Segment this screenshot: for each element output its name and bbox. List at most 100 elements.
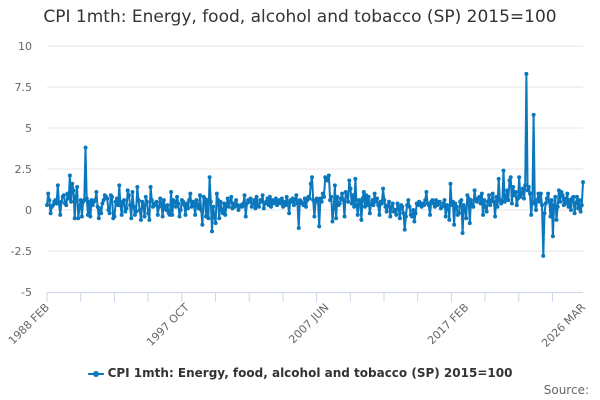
- data-point: [475, 199, 480, 204]
- data-point: [577, 198, 582, 203]
- data-point: [134, 209, 139, 214]
- data-point: [396, 206, 401, 211]
- data-point: [164, 208, 169, 212]
- data-point: [240, 204, 245, 209]
- data-point: [467, 221, 472, 226]
- data-point: [284, 194, 289, 199]
- data-point: [401, 211, 406, 216]
- data-point: [173, 204, 178, 209]
- x-tick-label: 2026 MAR: [539, 301, 588, 350]
- data-point: [123, 209, 128, 214]
- data-point: [406, 198, 411, 203]
- data-point: [397, 216, 402, 221]
- data-point: [144, 199, 149, 204]
- data-point: [461, 203, 466, 208]
- data-point: [177, 214, 182, 219]
- data-point: [308, 181, 313, 186]
- y-tick-label: 5: [25, 122, 32, 135]
- y-tick-label: 0: [25, 204, 32, 217]
- data-point: [259, 199, 264, 204]
- data-point: [99, 211, 104, 216]
- data-point: [434, 198, 439, 203]
- data-point: [507, 178, 512, 183]
- data-point: [532, 201, 537, 206]
- data-point: [465, 193, 470, 198]
- data-point: [353, 176, 358, 181]
- data-point: [287, 211, 292, 216]
- data-point: [426, 203, 431, 208]
- data-point: [546, 191, 551, 196]
- data-point: [159, 201, 164, 206]
- data-point: [194, 198, 199, 203]
- data-point: [487, 193, 492, 198]
- data-point: [72, 216, 77, 221]
- data-point: [219, 208, 224, 212]
- data-point: [349, 201, 354, 206]
- data-point: [484, 209, 489, 214]
- data-point: [524, 71, 529, 76]
- data-point: [365, 203, 370, 208]
- data-point: [75, 185, 80, 190]
- data-point: [131, 204, 136, 209]
- data-point: [212, 214, 217, 219]
- data-point: [509, 201, 514, 206]
- data-point: [154, 199, 159, 204]
- data-point: [552, 203, 557, 208]
- data-point: [387, 199, 392, 204]
- data-point: [376, 203, 381, 208]
- data-point: [188, 191, 193, 196]
- data-point: [341, 198, 346, 203]
- data-point: [250, 201, 255, 206]
- y-tick-label: -2.5: [11, 245, 32, 258]
- data-point: [200, 222, 205, 227]
- data-point: [366, 194, 371, 199]
- data-point: [531, 112, 536, 117]
- data-point: [542, 211, 547, 216]
- data-point: [350, 193, 355, 198]
- data-point: [490, 191, 495, 196]
- data-point: [191, 201, 196, 206]
- data-point: [325, 178, 330, 183]
- y-tick-label: -5: [21, 286, 32, 299]
- data-point: [334, 216, 339, 221]
- data-point: [483, 204, 488, 209]
- data-point: [243, 214, 248, 219]
- data-point: [88, 214, 93, 219]
- data-point: [114, 196, 119, 201]
- data-point: [370, 198, 375, 203]
- data-point: [456, 211, 461, 216]
- data-point: [130, 189, 135, 194]
- data-point: [254, 194, 259, 199]
- x-tick-label: 1997 OCT: [144, 301, 192, 349]
- data-point: [249, 204, 254, 209]
- data-point: [581, 180, 585, 185]
- chart-title: CPI 1mth: Energy, food, alcohol and toba…: [43, 7, 557, 27]
- data-point: [388, 214, 393, 219]
- data-point: [442, 198, 447, 203]
- data-point: [247, 199, 252, 204]
- data-point: [269, 204, 274, 209]
- data-point: [342, 214, 347, 219]
- data-point: [153, 203, 158, 208]
- data-point: [520, 186, 525, 191]
- data-point: [158, 196, 163, 201]
- data-point: [377, 212, 382, 217]
- data-point: [481, 212, 486, 217]
- data-point: [148, 185, 153, 190]
- data-point: [514, 203, 519, 208]
- data-point: [236, 208, 241, 212]
- data-point: [502, 199, 507, 204]
- y-tick-label: 10: [18, 40, 32, 53]
- data-point: [491, 199, 496, 204]
- data-point: [523, 183, 528, 188]
- data-point: [394, 212, 399, 217]
- x-tick-label: 2017 FEB: [425, 301, 471, 347]
- data-point: [185, 206, 190, 211]
- data-point: [573, 201, 578, 206]
- data-point: [312, 214, 317, 219]
- legend[interactable]: CPI 1mth: Energy, food, alcohol and toba…: [0, 366, 600, 380]
- data-point: [443, 214, 448, 219]
- data-point: [140, 199, 145, 204]
- data-point: [537, 199, 542, 204]
- y-tick-label: 2.5: [15, 163, 33, 176]
